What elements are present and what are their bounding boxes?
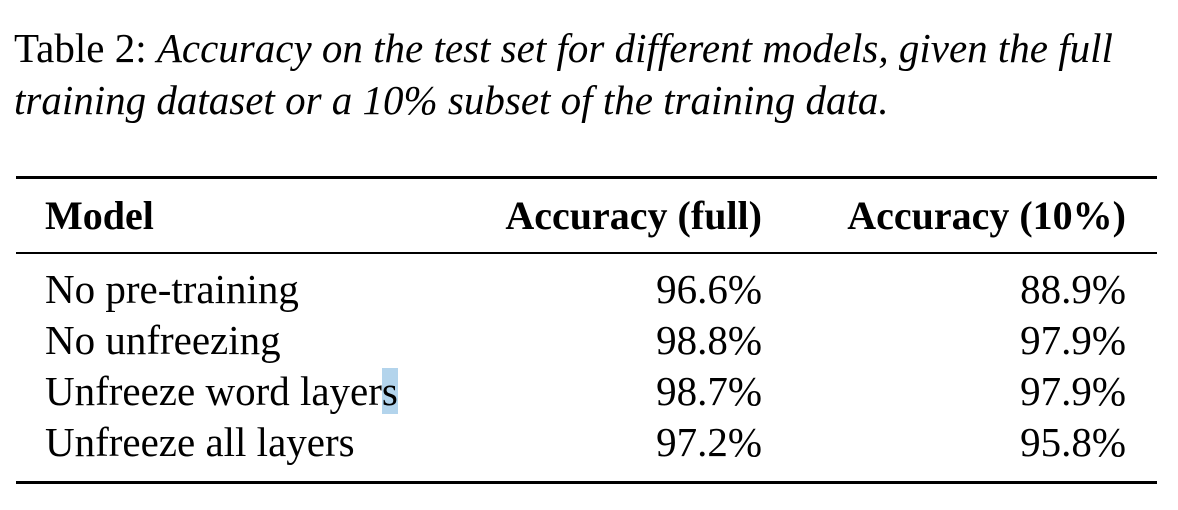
table-body: No pre-training 96.6% 88.9% No unfreezin… <box>0 264 1178 468</box>
cell-model[interactable]: Unfreeze word layers <box>45 366 398 417</box>
table-header-row: Model Accuracy (full) Accuracy (10%) <box>0 190 1178 242</box>
cell-accuracy-full: 98.8% <box>656 317 762 363</box>
cell-accuracy-full: 97.2% <box>656 419 762 465</box>
cell-model: No pre-training <box>45 266 299 312</box>
table-caption: Table 2: Accuracy on the test set for di… <box>14 22 1164 126</box>
table-header-rule <box>16 252 1157 254</box>
cell-accuracy-full: 96.6% <box>656 266 762 312</box>
header-accuracy-full: Accuracy (full) <box>505 193 762 238</box>
table-row: No unfreezing 98.8% 97.9% <box>0 315 1178 366</box>
cell-model: Unfreeze all layers <box>45 419 355 465</box>
header-accuracy-ten: Accuracy (10%) <box>847 193 1126 238</box>
caption-text: Accuracy on the test set for different m… <box>14 25 1113 123</box>
table-row: Unfreeze word layers 98.7% 97.9% <box>0 366 1178 417</box>
table-top-rule <box>16 176 1157 179</box>
caption-label: Table 2: <box>14 25 147 71</box>
cell-accuracy-full: 98.7% <box>656 368 762 414</box>
cell-model-text: Unfreeze word layer <box>45 368 382 414</box>
cell-accuracy-ten: 88.9% <box>1020 266 1126 312</box>
table-bottom-rule <box>16 481 1157 484</box>
header-model: Model <box>45 193 154 238</box>
table-row: Unfreeze all layers 97.2% 95.8% <box>0 417 1178 468</box>
cell-accuracy-ten: 97.9% <box>1020 317 1126 363</box>
cell-accuracy-ten: 97.9% <box>1020 368 1126 414</box>
cell-accuracy-ten: 95.8% <box>1020 419 1126 465</box>
cell-model: No unfreezing <box>45 317 281 363</box>
table-row: No pre-training 96.6% 88.9% <box>0 264 1178 315</box>
text-selection-highlight[interactable]: s <box>381 368 398 414</box>
